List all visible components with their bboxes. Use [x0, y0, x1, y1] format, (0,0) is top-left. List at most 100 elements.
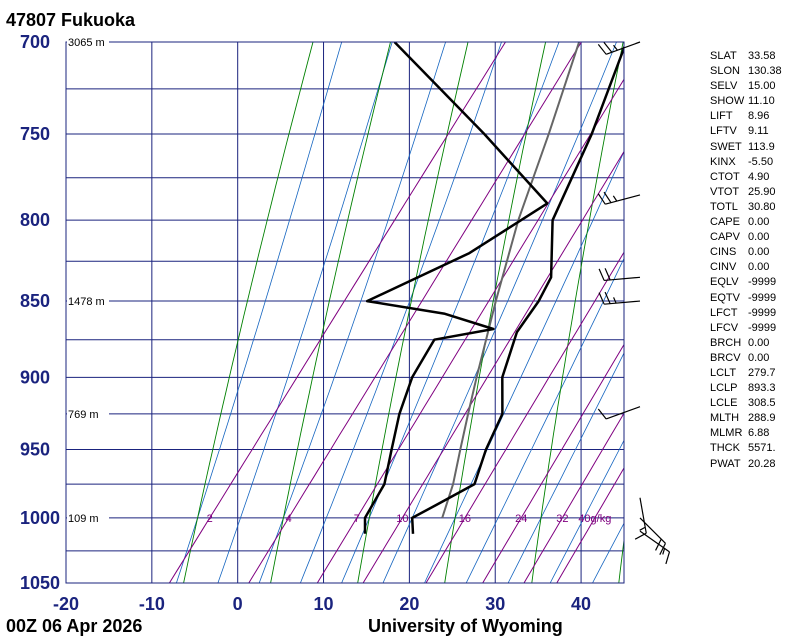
index-row: LCLT 279.7: [710, 366, 782, 381]
index-row: LFTV 9.11: [710, 124, 782, 139]
temperature-tick-label: 10: [314, 594, 334, 614]
wind-barb: [597, 191, 641, 205]
plot-area: [66, 42, 624, 583]
wind-barb-half-flag: [639, 526, 646, 531]
mixing-ratio-line: [316, 78, 624, 583]
wind-barb-flag: [597, 193, 606, 205]
index-name: MLMR: [710, 427, 743, 440]
moist-adiabat-line: [217, 42, 393, 583]
moist-adiabat-line: [549, 439, 624, 583]
height-label: 109 m: [68, 513, 99, 525]
index-value: 0.00: [748, 351, 770, 364]
height-label: 769 m: [68, 409, 99, 421]
index-row: SHOW 11.10: [710, 94, 782, 109]
index-row: VTOT 25.90: [710, 185, 782, 200]
index-value: -9999: [748, 321, 777, 334]
index-row: LFCT -9999: [710, 306, 782, 321]
height-label-bg: [67, 295, 109, 307]
stability-indices-panel: SLAT 33.58 SLON 130.38 SELV 15.00 SHOW 11.10 LIF…: [710, 49, 782, 472]
mixing-ratio-label: 4: [286, 513, 292, 525]
index-value: 113.9: [748, 140, 775, 153]
moist-adiabat-line: [341, 42, 560, 583]
parcel-trace-line: [441, 42, 581, 519]
mixing-ratio-line: [425, 251, 624, 583]
index-value: 308.5: [748, 397, 776, 410]
pressure-tick-label: 1000: [20, 508, 60, 528]
wind-barb-flag: [597, 408, 607, 420]
index-value: 30.80: [748, 200, 776, 213]
observation-time: 00Z 06 Apr 2026: [6, 616, 143, 636]
index-row: CTOT 4.90: [710, 170, 782, 185]
index-name: SLON: [710, 65, 740, 78]
temperature-tick-label: 40: [571, 594, 591, 614]
index-value: 5571.: [748, 442, 776, 455]
index-value: -9999: [748, 291, 777, 304]
plot-frame: [65, 41, 625, 584]
index-row: BRCH 0.00: [710, 336, 782, 351]
index-row: LCLE 308.5: [710, 396, 782, 411]
index-name: PWAT: [710, 457, 741, 470]
index-value: 130.38: [748, 65, 782, 78]
index-row: SLAT 33.58: [710, 49, 782, 64]
dry-adiabat-line: [618, 536, 624, 583]
index-value: 20.28: [748, 457, 776, 470]
height-label-bg: [67, 36, 109, 47]
index-value: 11.10: [748, 95, 775, 108]
temperature-tick-label: 0: [233, 594, 243, 614]
moist-adiabat-line: [382, 42, 617, 583]
index-row: BRCV 0.00: [710, 351, 782, 366]
index-value: 33.58: [748, 50, 776, 62]
index-row: CAPV 0.00: [710, 230, 782, 245]
station-title: 47807 Fukuoka: [6, 10, 136, 30]
index-name: KINX: [710, 155, 736, 168]
wind-barb: [597, 406, 641, 420]
index-name: CTOT: [710, 170, 740, 183]
wind-barb-flag: [604, 291, 611, 304]
index-row: TOTL 30.80: [710, 200, 782, 215]
index-value: 0.00: [748, 216, 770, 229]
index-row: CAPE 0.00: [710, 215, 782, 230]
dry-adiabat-line: [183, 42, 314, 583]
index-value: 15.00: [748, 80, 776, 93]
wind-barb-flag: [598, 268, 605, 281]
index-name: SELV: [710, 80, 738, 93]
index-row: EQTV -9999: [710, 291, 782, 306]
moist-adiabat-line: [258, 42, 446, 583]
index-row: KINX -5.50: [710, 155, 782, 170]
wind-barb-flag: [597, 44, 607, 55]
index-row: MLTH 288.9: [710, 411, 782, 426]
pressure-tick-label: 950: [20, 439, 50, 459]
mixing-ratio-line: [556, 467, 624, 583]
index-name: LCLT: [710, 366, 737, 379]
index-name: CAPE: [710, 216, 740, 229]
mixing-ratio-label: 40g/kg: [578, 513, 611, 525]
index-row: EQLV -9999: [710, 275, 782, 290]
height-label: 3065 m: [68, 37, 105, 49]
wind-barb: [639, 530, 671, 565]
index-row: PWAT 20.28: [710, 457, 782, 472]
wind-barb-half-flag: [613, 44, 618, 51]
moist-adiabat-line: [300, 42, 502, 583]
wind-barb-flag: [659, 543, 666, 555]
index-value: 0.00: [748, 246, 770, 259]
index-row: LIFT 8.96: [710, 109, 782, 124]
index-name: THCK: [710, 442, 740, 455]
moist-adiabat-line: [465, 257, 624, 583]
wind-barb-flag: [603, 41, 613, 53]
index-row: SELV 15.00: [710, 79, 782, 94]
wind-barb-staff: [639, 517, 666, 544]
mixing-ratio-label: 24: [515, 513, 527, 525]
index-name: TOTL: [710, 200, 738, 213]
index-row: CINV 0.00: [710, 260, 782, 275]
temperature-line: [410, 44, 624, 534]
index-name: SHOW: [710, 95, 745, 108]
mixing-ratio-label: 2: [207, 513, 213, 525]
index-row: MLMR 6.88: [710, 426, 782, 441]
index-name: SWET: [710, 140, 742, 153]
index-row: LCLP 893.3: [710, 381, 782, 396]
index-row: THCK 5571.: [710, 441, 782, 456]
mixing-ratio-label: 32: [556, 513, 568, 525]
wind-barb-flag: [665, 551, 671, 565]
index-value: 893.3: [748, 382, 776, 395]
